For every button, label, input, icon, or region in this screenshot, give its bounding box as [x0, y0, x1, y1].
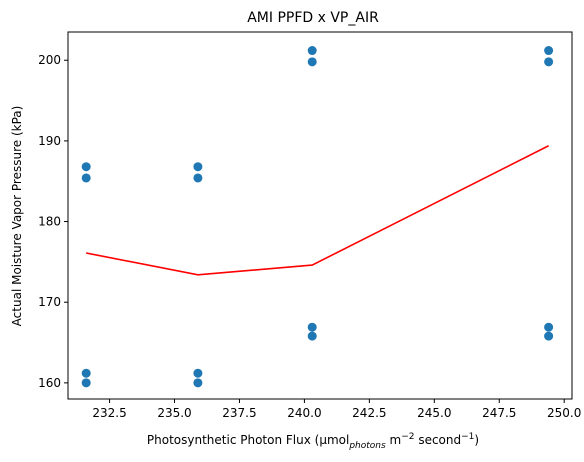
x-axis-label-unit-m: m	[386, 433, 402, 447]
x-axis-label-superscript-2: −1	[461, 432, 474, 442]
y-tick-label: 160	[38, 376, 61, 390]
scatter-point	[544, 46, 554, 56]
x-axis-label-superscript-1: −2	[401, 432, 414, 442]
y-tick-label: 180	[38, 215, 61, 229]
chart-title: AMI PPFD x VP_AIR	[247, 10, 379, 26]
x-tick-label: 245.0	[417, 406, 451, 420]
x-axis-label-suffix: )	[474, 433, 479, 447]
x-axis-label-unit-second: second	[415, 433, 462, 447]
trend-line	[86, 145, 549, 276]
scatter-point	[193, 368, 203, 378]
x-axis-label-prefix: Photosynthetic Photon Flux (μmol	[147, 433, 349, 447]
scatter-point	[307, 57, 317, 67]
y-tick-label: 170	[38, 295, 61, 309]
x-tick-label: 232.5	[92, 406, 126, 420]
x-tick-label: 235.0	[157, 406, 191, 420]
scatter-point	[193, 378, 203, 388]
scatter-point	[307, 331, 317, 341]
y-axis: 160 170 180 190 200	[38, 53, 68, 390]
x-axis: 232.5 235.0 237.5 240.0 242.5 245.0 247.5 250.0	[92, 399, 581, 420]
y-axis-label: Actual Moisture Vapor Pressure (kPa)	[10, 106, 24, 327]
x-tick-label: 237.5	[222, 406, 256, 420]
scatter-point	[193, 162, 203, 172]
scatter-point	[544, 331, 554, 341]
scatter-point	[81, 368, 91, 378]
plot-frame	[67, 31, 573, 400]
scatter-point	[544, 322, 554, 332]
x-axis-label: Photosynthetic Photon Flux (μmolphotons …	[147, 432, 479, 451]
scatter-point	[81, 162, 91, 172]
y-tick-label: 190	[38, 134, 61, 148]
scatter-point	[544, 57, 554, 67]
scatter-point	[307, 46, 317, 56]
x-tick-label: 247.5	[482, 406, 516, 420]
chart-marks	[81, 46, 554, 388]
y-tick-label: 200	[38, 53, 61, 67]
x-tick-label: 242.5	[352, 406, 386, 420]
x-tick-label: 250.0	[547, 406, 581, 420]
scatter-point	[81, 378, 91, 388]
scatter-point	[193, 173, 203, 183]
scatter-point	[81, 173, 91, 183]
x-tick-label: 240.0	[287, 406, 321, 420]
x-axis-label-subscript: photons	[348, 441, 386, 451]
scatter-point	[307, 322, 317, 332]
